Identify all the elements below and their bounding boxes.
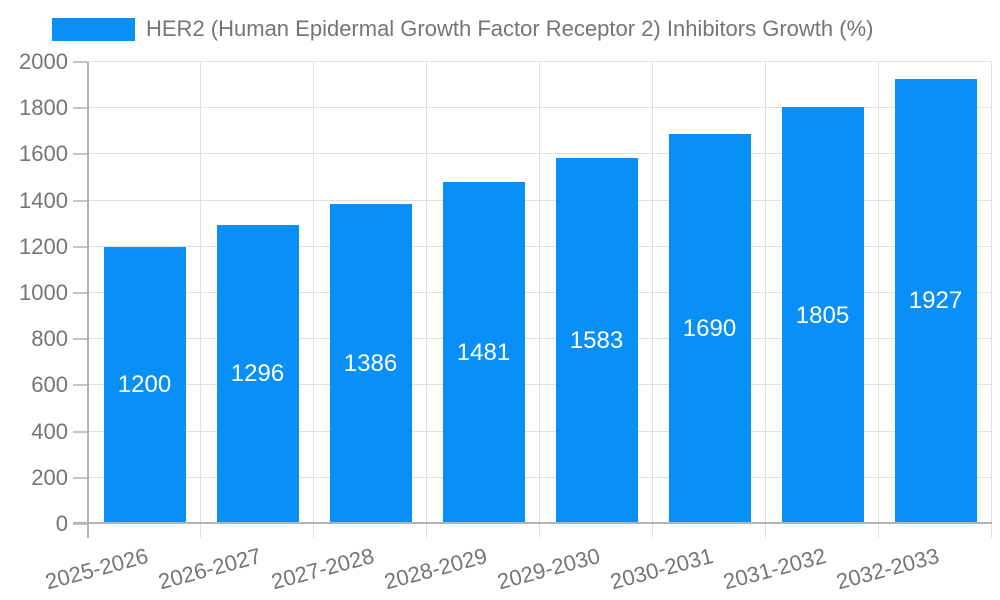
- y-axis-tick-label: 600: [31, 372, 68, 398]
- y-axis-line: [87, 62, 89, 538]
- y-axis-tick-label: 1200: [19, 233, 68, 259]
- vertical-gridline: [426, 62, 427, 538]
- bar-value-label: 1481: [456, 338, 511, 366]
- bar[interactable]: 1386: [329, 203, 412, 524]
- y-axis-tick-mark: [73, 476, 87, 479]
- horizontal-gridline: [88, 199, 992, 201]
- bar-value-label: 1386: [343, 349, 398, 377]
- bar[interactable]: 1200: [103, 246, 186, 524]
- x-axis-tick-label: 2026-2027: [155, 543, 264, 595]
- y-axis-tick-mark: [73, 153, 87, 156]
- bar-value-label: 1690: [682, 314, 737, 342]
- x-axis-tick-label: 2029-2030: [494, 543, 603, 595]
- x-axis-line: [73, 522, 992, 524]
- x-axis-tick-label: 2028-2029: [381, 543, 490, 595]
- y-axis-tick-mark: [73, 199, 87, 202]
- horizontal-gridline: [88, 245, 992, 247]
- y-axis-tick-label: 800: [31, 326, 68, 352]
- y-axis-tick-mark: [73, 292, 87, 294]
- y-axis-tick-label: 1400: [19, 187, 68, 213]
- y-axis-tick-label: 1600: [19, 141, 68, 167]
- x-axis-tick-label: 2030-2031: [607, 543, 716, 595]
- plot-area: 0 200 400 600 800 1000 1200 1400 1600 1800 2000 120…: [19, 49, 992, 594]
- bar[interactable]: 1296: [216, 224, 299, 524]
- y-axis-tick-label: 400: [31, 418, 68, 444]
- y-axis-tick-label: 1800: [19, 95, 68, 121]
- y-axis-tick-label: 0: [55, 511, 68, 536]
- horizontal-gridline: [88, 153, 992, 155]
- legend[interactable]: HER2 (Human Epidermal Growth Factor Rece…: [52, 16, 873, 42]
- y-axis-tick-mark: [73, 107, 87, 110]
- y-axis-tick-mark: [73, 430, 87, 433]
- bar[interactable]: 1481: [442, 181, 525, 524]
- bar-value-label: 1583: [569, 327, 624, 355]
- horizontal-gridline: [88, 292, 992, 293]
- vertical-gridline: [765, 62, 766, 538]
- y-axis-tick-label: 1000: [19, 280, 68, 305]
- vertical-gridline: [313, 62, 314, 538]
- legend-color-swatch: [52, 17, 135, 41]
- vertical-gridline: [652, 62, 653, 538]
- y-axis-tick-label: 200: [31, 464, 68, 490]
- y-axis-tick-mark: [73, 61, 87, 63]
- y-axis-tick-mark: [73, 523, 87, 525]
- x-axis-tick-label: 2031-2032: [720, 543, 829, 595]
- horizontal-gridline: [88, 384, 992, 386]
- vertical-gridline: [539, 62, 540, 538]
- vertical-gridline: [878, 62, 879, 538]
- y-axis-tick-mark: [73, 245, 87, 248]
- horizontal-gridline: [88, 338, 992, 340]
- bar-value-label: 1200: [117, 371, 172, 399]
- y-axis-tick-label: 2000: [19, 49, 68, 74]
- bar[interactable]: 1690: [668, 133, 751, 524]
- horizontal-gridline: [88, 430, 992, 432]
- y-axis-tick-mark: [73, 384, 87, 387]
- bar[interactable]: 1583: [555, 158, 638, 524]
- y-axis-tick-mark: [73, 338, 87, 341]
- vertical-gridline: [200, 62, 201, 538]
- horizontal-gridline: [88, 61, 992, 62]
- x-axis-tick-label: 2027-2028: [268, 543, 377, 595]
- horizontal-gridline: [88, 107, 992, 109]
- vertical-gridline: [991, 62, 992, 538]
- bar[interactable]: 1927: [894, 78, 977, 524]
- x-axis-tick-label: 2032-2033: [833, 543, 942, 595]
- x-axis-tick-label: 2025-2026: [42, 543, 151, 595]
- horizontal-gridline: [88, 476, 992, 478]
- bar[interactable]: 1805: [781, 107, 864, 524]
- bar-value-label: 1927: [908, 287, 963, 315]
- bar-value-label: 1805: [795, 301, 850, 329]
- legend-series-label: HER2 (Human Epidermal Growth Factor Rece…: [146, 16, 874, 41]
- bar-value-label: 1296: [230, 360, 285, 388]
